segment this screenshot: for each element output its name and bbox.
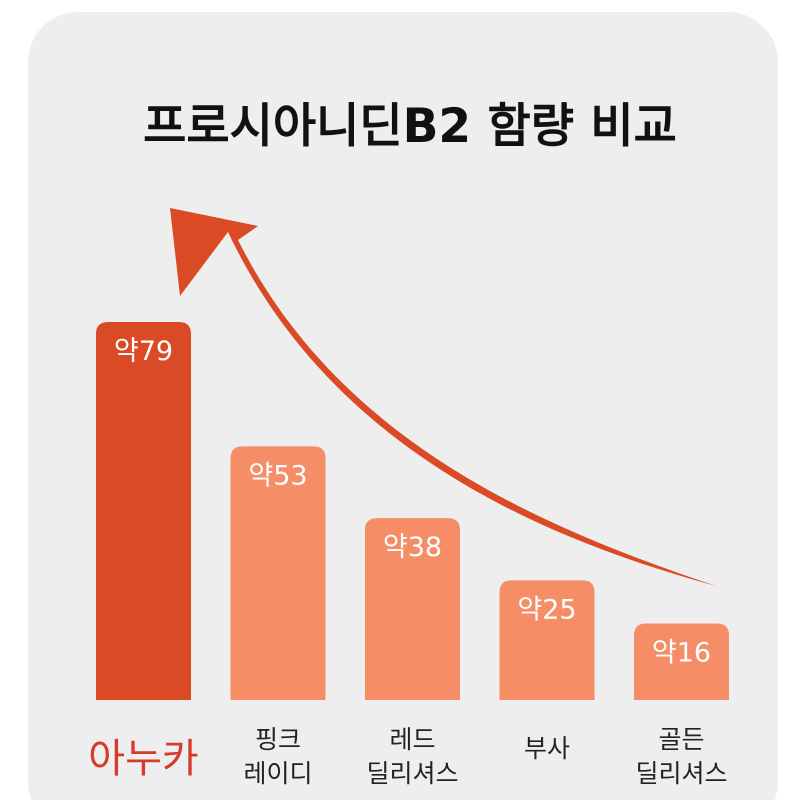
bar-value-label: 약25 [517,594,576,625]
category-label: 딜리셔스 [366,759,458,788]
bar [96,322,191,700]
bar-value-label: 약53 [248,460,307,491]
bar [634,623,729,700]
bar [230,446,326,700]
bar-value-label: 약79 [114,336,173,367]
category-label: 골든 [658,725,704,754]
chart-title: 프로시아니딘B2 함량 비교 [143,99,677,154]
category-label: 딜리셔스 [635,759,727,788]
category-label: 핑크 [255,725,301,754]
category-label: 부사 [524,734,570,763]
category-label: 레드 [389,725,435,754]
category-label: 아누카 [88,736,198,782]
category-label: 레이디 [243,759,312,788]
bar-value-label: 약38 [383,532,442,563]
bar [499,580,595,700]
bar-value-label: 약16 [652,637,711,668]
bar [365,518,460,700]
